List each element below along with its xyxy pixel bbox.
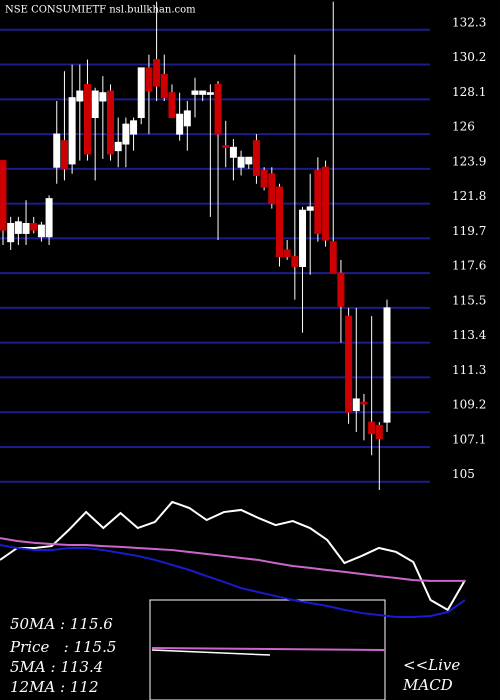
candle-body [368,421,376,435]
candle-body [352,398,360,412]
candle-body [91,90,99,119]
candle-body [268,173,276,205]
candle-body [199,90,207,95]
y-tick-label: 111.3 [452,363,486,377]
candle-body [329,241,337,274]
y-tick-label: 113.4 [452,328,487,342]
y-tick-label: 117.6 [452,259,486,273]
y-tick-label: 132.3 [452,15,486,29]
ma-line [0,544,466,619]
y-tick-label: 126 [452,120,475,134]
y-tick-label: 107.1 [452,432,486,446]
candle-body [299,209,307,268]
candle-body [237,156,245,168]
candle-body [45,198,53,238]
candle-body [375,424,383,440]
candle-body [345,315,353,413]
candle-body [0,160,7,231]
candle-body [122,123,130,145]
candle-body [176,113,184,135]
annotation: Price : 115.5 [9,638,116,656]
candle-body [114,141,122,152]
y-tick-label: 109.2 [452,398,486,412]
candle-body [7,222,15,243]
candle-body [322,166,330,241]
chart-title: NSE CONSUMIETF nsl.bullkhan.com [5,5,196,16]
annotation: 5MA : 113.4 [10,658,103,676]
candle-body [76,90,84,102]
candle-body [245,156,253,165]
candle-body [30,222,38,231]
y-tick-label: 119.7 [452,224,486,238]
y-tick-label: 128.1 [452,85,486,99]
candle-body [145,67,153,92]
candle-body [306,206,314,211]
candle-body [168,92,176,119]
candle-body [275,186,283,258]
candle-body [22,222,30,234]
candle-body [191,90,199,95]
annotation: 50MA : 115.6 [10,615,113,633]
candle-body [37,224,45,238]
candle-body [214,83,222,135]
ma-line [0,500,466,612]
macd-signal [151,647,386,651]
candle-body [68,97,76,165]
candle-body [130,120,138,135]
candle-body [83,83,91,155]
candle-body [107,90,115,155]
candle-body [14,221,22,234]
candle-body [260,170,268,188]
candle-body [183,110,191,127]
y-tick-label: 121.8 [452,189,486,203]
ma-line [0,537,465,582]
candle-body [252,140,260,176]
candle-body [206,92,214,95]
candle-body [360,401,368,405]
y-tick-label: 115.5 [452,293,486,307]
candle-body [229,146,237,158]
macd-line [151,649,271,656]
annotation: 12MA : 112 [10,678,99,696]
candle-body [99,92,107,102]
candle-body [314,170,322,234]
y-tick-label: 105 [452,467,475,481]
candle-body [283,249,291,258]
annotation: MACD [402,676,453,694]
y-tick-label: 123.9 [452,154,486,168]
candle-body [222,145,230,148]
candle-body [153,59,161,87]
y-tick-label: 130.2 [452,50,486,64]
candle-body [337,272,345,307]
candle-body [160,73,168,99]
annotation: <<Live [403,656,460,674]
candle-body [383,307,391,423]
candle-body [53,133,61,168]
candle-body [60,140,68,170]
candle-body [291,256,299,268]
candle-body [137,67,145,119]
